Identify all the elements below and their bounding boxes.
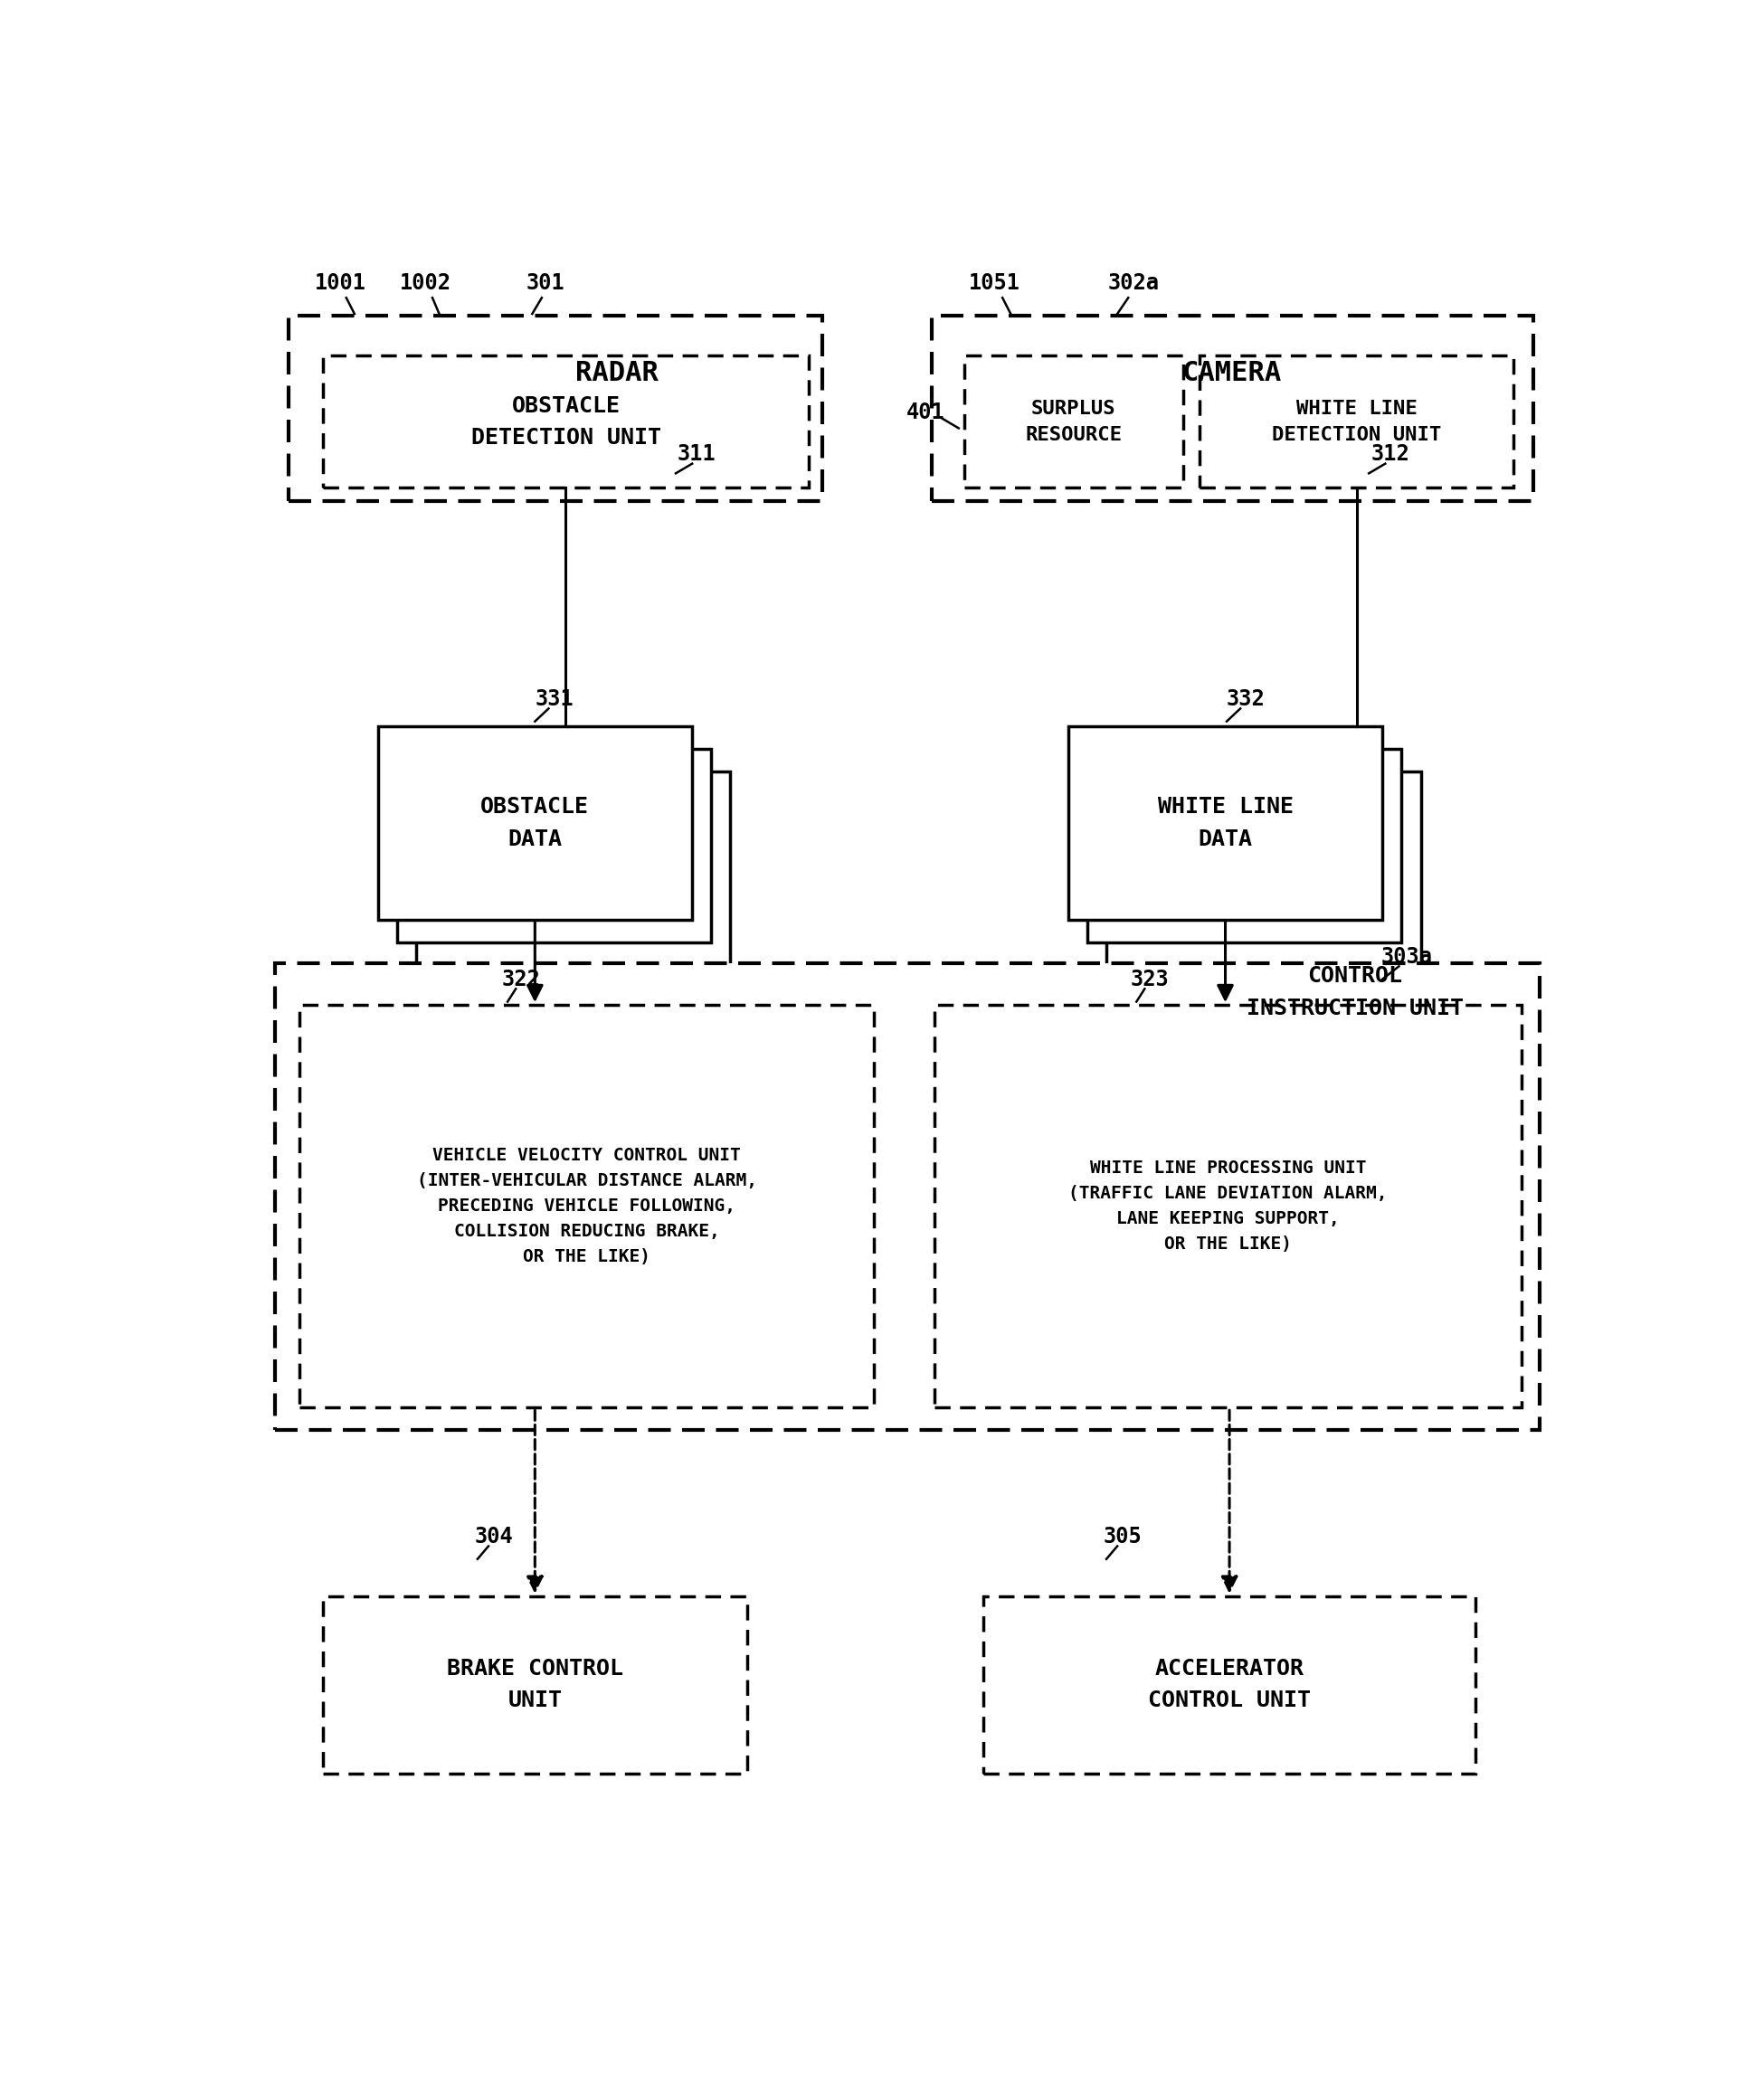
Text: 1002: 1002 [400,272,452,295]
Bar [935,1004,1522,1408]
Text: WHITE LINE
DATA: WHITE LINE DATA [1157,797,1293,849]
Text: WHITE LINE
DETECTION UNIT: WHITE LINE DETECTION UNIT [1272,400,1441,444]
Text: BRAKE CONTROL
UNIT: BRAKE CONTROL UNIT [446,1657,623,1711]
Text: CAMERA: CAMERA [1182,360,1282,387]
Bar [326,374,381,473]
Text: 302a: 302a [1108,272,1159,295]
Text: 323: 323 [1131,969,1170,990]
Text: 1001: 1001 [316,272,367,295]
Bar [323,1596,746,1774]
Bar [965,356,1184,487]
Bar [275,962,1540,1431]
Text: WHITE LINE PROCESSING UNIT
(TRAFFIC LANE DEVIATION ALARM,
LANE KEEPING SUPPORT,
: WHITE LINE PROCESSING UNIT (TRAFFIC LANE… [1069,1159,1388,1253]
Bar [967,374,1021,473]
Bar [416,772,730,964]
Bar [323,356,808,487]
Bar [1106,772,1420,964]
Text: RADAR: RADAR [575,360,658,387]
Bar [397,749,711,941]
Text: 322: 322 [503,969,540,990]
Text: SURPLUS
RESOURCE: SURPLUS RESOURCE [1025,400,1122,444]
Bar [406,374,460,473]
Text: 332: 332 [1226,688,1265,709]
Bar [377,726,691,920]
Bar [300,1004,873,1408]
Bar [289,316,822,500]
Text: OBSTACLE
DATA: OBSTACLE DATA [480,797,589,849]
Text: 304: 304 [475,1525,513,1548]
Text: 305: 305 [1104,1525,1141,1548]
Text: 311: 311 [677,444,716,464]
Text: 303a: 303a [1381,946,1432,967]
Text: 401: 401 [907,402,946,423]
Bar [983,1596,1475,1774]
Text: 312: 312 [1371,444,1409,464]
Text: 1051: 1051 [968,272,1020,295]
Text: VEHICLE VELOCITY CONTROL UNIT
(INTER-VEHICULAR DISTANCE ALARM,
PRECEDING VEHICLE: VEHICLE VELOCITY CONTROL UNIT (INTER-VEH… [416,1146,757,1266]
Bar [1087,749,1402,941]
Bar [931,316,1533,500]
Text: 331: 331 [534,688,573,709]
Text: ACCELERATOR
CONTROL UNIT: ACCELERATOR CONTROL UNIT [1148,1657,1311,1711]
Bar [1067,726,1383,920]
Text: 301: 301 [526,272,564,295]
Text: CONTROL
INSTRUCTION UNIT: CONTROL INSTRUCTION UNIT [1247,964,1464,1019]
Bar [1200,356,1514,487]
Text: OBSTACLE
DETECTION UNIT: OBSTACLE DETECTION UNIT [471,395,662,448]
